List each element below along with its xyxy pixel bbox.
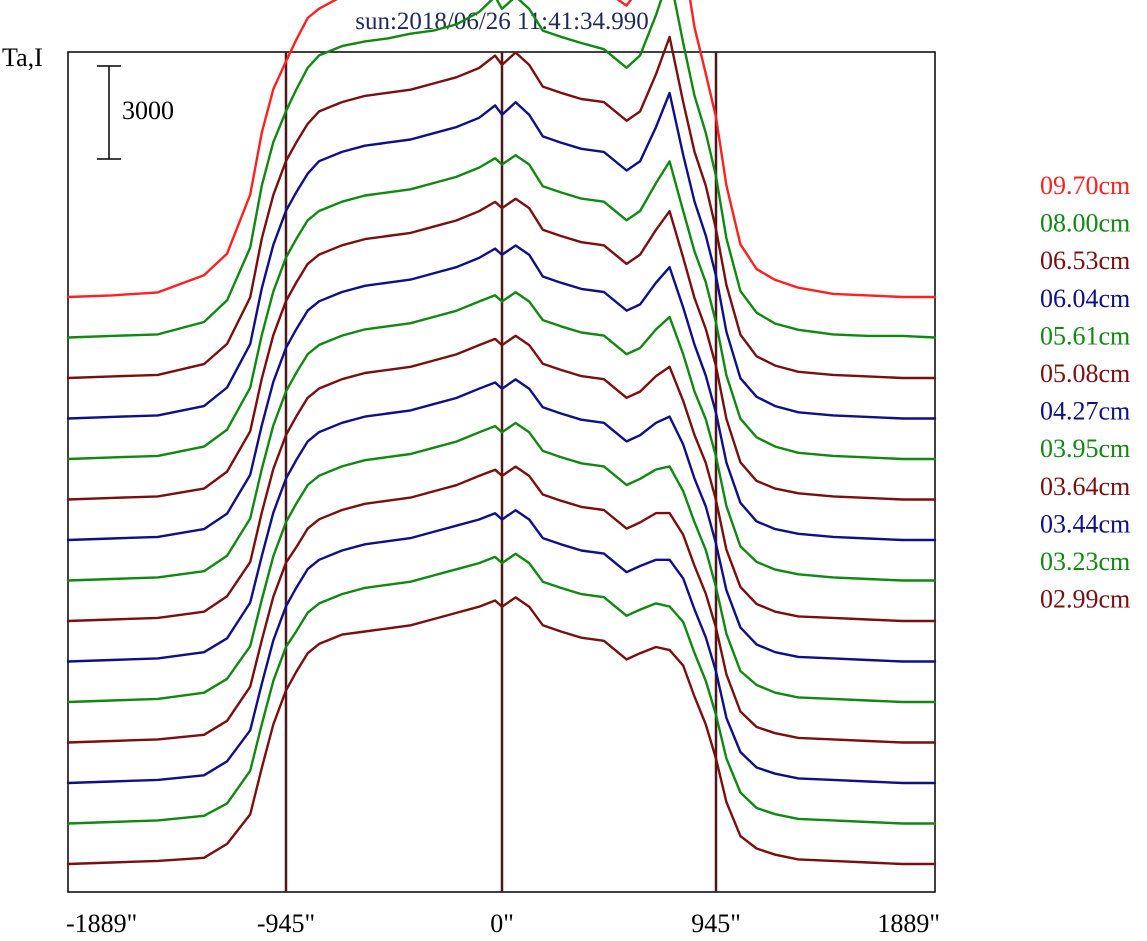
trace-line-13 [66, 552, 937, 825]
trace-line-5 [66, 197, 937, 501]
trace-line-1 [66, 0, 937, 339]
vertical-markers [284, 52, 718, 892]
legend-entry-9: 03.44cm [1040, 509, 1130, 538]
trace-line-8 [66, 334, 937, 623]
trace-line-14 [66, 596, 937, 866]
legend: 09.70cm 08.00cm 06.53cm 06.04cm 05.61cm 05.08… [1040, 171, 1130, 614]
trace-line-12 [66, 509, 937, 785]
trace-line-11 [66, 465, 937, 744]
traces-group [66, 0, 937, 866]
trace-line-0 [66, 0, 937, 299]
trace-line-7 [66, 291, 937, 582]
x-tick-label-0: -1889" [66, 909, 137, 938]
legend-entry-6: 04.27cm [1040, 397, 1130, 426]
trace-line-2 [66, 35, 937, 380]
x-tick-labels: -1889" -945" 0" 945" 1889" [66, 909, 940, 938]
scale-bar-label: 3000 [122, 96, 174, 125]
trace-line-6 [66, 244, 937, 542]
legend-entry-10: 03.23cm [1040, 547, 1130, 576]
scale-bar: 3000 [97, 65, 174, 160]
legend-entry-4: 05.61cm [1040, 321, 1130, 350]
trace-line-10 [66, 421, 937, 704]
legend-entry-2: 06.53cm [1040, 246, 1130, 275]
legend-entry-11: 02.99cm [1040, 585, 1130, 614]
legend-entry-1: 08.00cm [1040, 209, 1130, 238]
legend-entry-7: 03.95cm [1040, 434, 1130, 463]
x-tick-label-2: 0" [490, 909, 514, 938]
trace-line-3 [66, 91, 937, 420]
chart-title: sun:2018/06/26 11:41:34.990 [355, 8, 649, 35]
legend-entry-5: 05.08cm [1040, 359, 1130, 388]
x-tick-label-4: 1889" [877, 909, 940, 938]
y-axis-label: Ta,I [2, 43, 43, 72]
legend-entry-8: 03.64cm [1040, 472, 1130, 501]
legend-entry-0: 09.70cm [1040, 171, 1130, 200]
trace-line-9 [66, 378, 937, 663]
legend-entry-3: 06.04cm [1040, 284, 1130, 313]
x-tick-label-1: -945" [257, 909, 315, 938]
trace-line-4 [66, 154, 937, 461]
x-tick-label-3: 945" [691, 909, 741, 938]
